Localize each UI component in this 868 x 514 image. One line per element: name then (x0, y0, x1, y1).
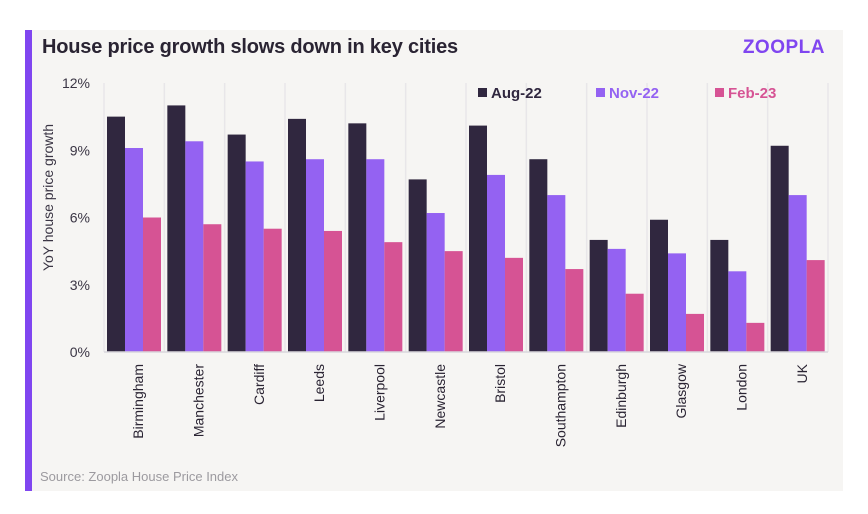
bar-glasgow-aug-22 (650, 219, 668, 352)
bar-newcastle-feb-23 (444, 251, 463, 352)
bar-southampton-feb-23 (565, 269, 584, 352)
chart-panel: House price growth slows down in key cit… (25, 30, 843, 491)
accent-bar (25, 30, 32, 491)
source-note: Source: Zoopla House Price Index (40, 469, 238, 484)
y-axis-ticks: 0% 3% 6% 9% 12% (62, 75, 90, 360)
legend-swatch (715, 88, 724, 97)
bar-manchester-feb-23 (203, 224, 222, 352)
bar-edinburgh-nov-22 (607, 248, 626, 352)
legend-swatch (596, 88, 605, 97)
x-tick-label: London (734, 364, 750, 411)
x-tick-label: Birmingham (130, 364, 146, 439)
bar-cardiff-nov-22 (245, 161, 264, 352)
x-tick-label: Glasgow (673, 363, 689, 418)
legend-swatch (478, 88, 487, 97)
bar-chart: 0% 3% 6% 9% 12% Birmingham Manchester Cardiff L… (40, 75, 829, 447)
chart-title: House price growth slows down in key cit… (42, 36, 458, 58)
bar-uk-aug-22 (770, 145, 789, 352)
bar-glasgow-feb-23 (686, 313, 704, 352)
y-tick-label: 12% (62, 75, 90, 91)
bar-southampton-nov-22 (547, 195, 566, 352)
bar-uk-feb-23 (806, 260, 825, 352)
bar-southampton-aug-22 (529, 159, 548, 352)
x-tick-label: Newcastle (432, 364, 448, 429)
bar-london-aug-22 (710, 239, 729, 352)
grid-lines (103, 83, 829, 352)
y-tick-label: 6% (70, 210, 90, 226)
bar-glasgow-nov-22 (668, 253, 686, 352)
bar-birmingham-feb-23 (143, 217, 161, 352)
bar-leeds-aug-22 (288, 118, 306, 352)
bar-bristol-feb-23 (505, 257, 523, 352)
legend-label: Nov-22 (609, 85, 659, 102)
x-tick-label: UK (794, 363, 810, 383)
bar-birmingham-nov-22 (125, 148, 143, 352)
bar-liverpool-nov-22 (366, 159, 385, 352)
legend-label: Aug-22 (491, 85, 542, 102)
legend: Aug-22 Nov-22 Feb-23 (478, 85, 776, 102)
bar-bristol-nov-22 (487, 174, 505, 352)
bar-birmingham-aug-22 (107, 116, 125, 352)
bar-leeds-feb-23 (324, 230, 342, 352)
bar-manchester-aug-22 (167, 105, 186, 353)
bar-cardiff-aug-22 (227, 134, 246, 352)
bar-manchester-nov-22 (185, 141, 204, 352)
x-tick-label: Leeds (311, 364, 327, 402)
bar-bristol-aug-22 (469, 125, 487, 352)
bar-london-nov-22 (728, 271, 747, 352)
x-tick-label: Bristol (492, 364, 508, 403)
x-tick-label: Cardiff (251, 364, 267, 405)
legend-label: Feb-23 (728, 85, 776, 102)
bar-liverpool-aug-22 (348, 123, 367, 352)
bar-newcastle-aug-22 (408, 179, 427, 352)
bar-london-feb-23 (746, 322, 765, 352)
bar-liverpool-feb-23 (384, 242, 403, 352)
x-axis-labels: Birmingham Manchester Cardiff Leeds Liverpoo… (130, 363, 810, 447)
zoopla-logo: ZOOPLA (742, 37, 825, 58)
x-tick-label: Southampton (553, 364, 569, 447)
x-tick-label: Edinburgh (613, 364, 629, 428)
y-tick-label: 3% (70, 277, 90, 293)
y-tick-label: 9% (70, 142, 90, 158)
bar-edinburgh-feb-23 (625, 293, 644, 352)
x-tick-label: Liverpool (372, 364, 388, 421)
bar-leeds-nov-22 (306, 159, 324, 352)
bars (107, 105, 825, 353)
bar-newcastle-nov-22 (426, 213, 445, 352)
y-axis-label: YoY house price growth (40, 124, 56, 271)
y-tick-label: 0% (70, 344, 90, 360)
x-tick-label: Manchester (191, 364, 207, 437)
bar-cardiff-feb-23 (263, 228, 282, 352)
bar-uk-nov-22 (788, 195, 807, 352)
bar-edinburgh-aug-22 (589, 239, 608, 352)
